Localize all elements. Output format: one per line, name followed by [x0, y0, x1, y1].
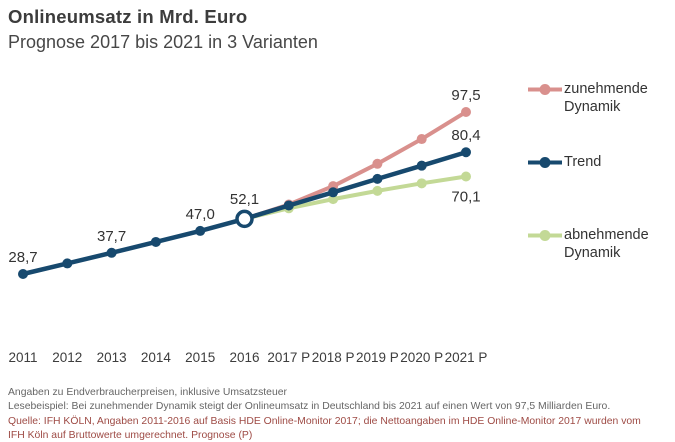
- data-label: 80,4: [451, 127, 480, 144]
- data-point-marker: [416, 178, 427, 189]
- legend-line-marker-icon: [528, 157, 562, 168]
- open-junction-marker: [235, 209, 254, 229]
- data-point-marker: [328, 187, 339, 198]
- data-label: 37,7: [97, 228, 126, 245]
- series-line-zunehmende-dynamik: [242, 109, 468, 221]
- data-label: 47,0: [186, 206, 215, 223]
- legend-item-abnehmende-dynamik: abnehmende Dynamik: [528, 226, 664, 262]
- footnote-prices: Angaben zu Endverbraucherpreisen, inklus…: [8, 387, 287, 398]
- x-axis-label: 2011: [8, 350, 37, 365]
- data-label: 28,7: [8, 249, 37, 266]
- data-point-marker: [461, 106, 471, 117]
- data-point-marker: [195, 225, 206, 236]
- series-line-abnehmende-dynamik: [242, 174, 468, 221]
- legend-item-trend: Trend: [528, 153, 664, 171]
- x-axis-label: 2020 P: [400, 350, 443, 365]
- x-axis-label: 2012: [52, 350, 82, 365]
- data-point-marker: [416, 160, 427, 171]
- data-label: 70,1: [451, 189, 480, 206]
- data-point-marker: [18, 269, 28, 279]
- source-note: Quelle: IFH KÖLN, Angaben 2011-2016 auf …: [8, 416, 641, 441]
- legend-line-marker-icon: [528, 84, 562, 95]
- line-chart-canvas: 2011 2012 2013 2014 2015 2016 2017 P 2018 P 2019…: [8, 87, 488, 365]
- x-axis-label: 2014: [141, 350, 172, 365]
- data-label: 52,1: [230, 191, 259, 208]
- data-point-marker: [106, 247, 117, 258]
- data-point-marker: [372, 185, 383, 196]
- x-axis-label: 2021 P: [445, 350, 488, 365]
- chart-title: Onlineumsatz in Mrd. Euro: [8, 6, 248, 27]
- data-point-marker: [416, 134, 427, 145]
- data-point-marker: [372, 173, 383, 184]
- chart-header: Onlineumsatz in Mrd. Euro Prognose 2017 …: [8, 6, 318, 53]
- chart-subtitle: Prognose 2017 bis 2021 in 3 Varianten: [8, 32, 318, 52]
- x-axis-label: 2013: [97, 350, 127, 365]
- x-axis-label: 2016: [229, 350, 259, 365]
- data-point-marker: [150, 236, 161, 247]
- chart-footer: Angaben zu Endverbraucherpreisen, inklus…: [8, 386, 658, 442]
- legend-label: zunehmende Dynamik: [564, 81, 648, 116]
- data-label: 97,5: [451, 87, 480, 104]
- x-axis-label: 2015: [185, 350, 215, 365]
- line-chart: 2011 2012 2013 2014 2015 2016 2017 P 2018 P 2019…: [0, 75, 675, 375]
- legend-label: abnehmende Dynamik: [564, 227, 649, 262]
- data-point-marker: [372, 158, 383, 169]
- legend-line-marker-icon: [528, 230, 562, 241]
- data-point-marker: [62, 258, 73, 269]
- footnote-example: Lesebeispiel: Bei zunehmender Dynamik st…: [8, 401, 611, 413]
- x-axis-label: 2017 P: [267, 350, 310, 365]
- data-point-marker: [461, 147, 471, 158]
- legend-label: Trend: [564, 154, 602, 170]
- x-axis-label: 2019 P: [356, 350, 399, 365]
- legend-item-zunehmende-dynamik: zunehmende Dynamik: [528, 80, 664, 116]
- data-point-marker: [283, 200, 294, 211]
- x-axis-label: 2018 P: [312, 350, 355, 365]
- data-point-marker: [461, 171, 471, 182]
